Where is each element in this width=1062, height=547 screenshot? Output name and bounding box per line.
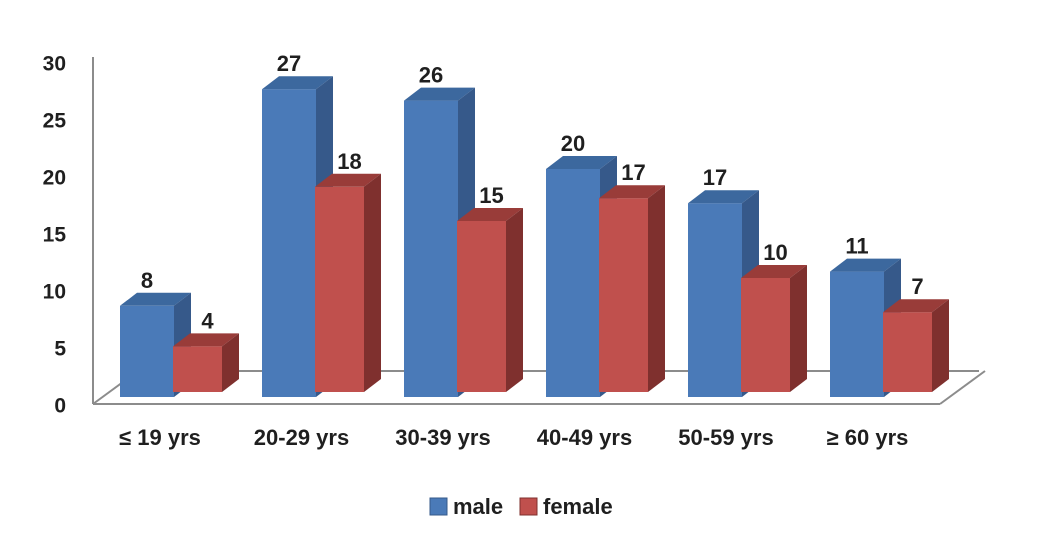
x-category-label: ≤ 19 yrs: [119, 425, 201, 450]
bar-male-4: [688, 203, 742, 397]
bar-male-0: [120, 305, 174, 397]
bar-top-face-male-3: [546, 156, 617, 169]
bar-top-face-male-2: [404, 87, 475, 101]
bar-top-face-female-5: [883, 299, 949, 313]
legend-swatch-female: [519, 497, 538, 516]
bar-top-face-male-0: [120, 292, 191, 306]
x-category-label: 50-59 yrs: [678, 425, 773, 450]
bar-value-label-male-0: 8: [141, 268, 153, 293]
bar-top-face-female-2: [457, 208, 523, 221]
bar-female-5: [883, 312, 932, 392]
bar-top-face-female-0: [173, 333, 239, 347]
x-category-label: 20-29 yrs: [254, 425, 349, 450]
bar-side-face-female-3: [648, 185, 665, 392]
bar-value-label-female-5: 7: [911, 274, 923, 299]
legend-label-female: female: [543, 494, 613, 519]
bar-female-3: [599, 198, 648, 392]
bar-top-face-male-4: [688, 190, 759, 204]
y-tick-label: 0: [54, 395, 66, 418]
x-category-label: 30-39 yrs: [395, 425, 490, 450]
bar-side-face-female-5: [932, 299, 949, 392]
legend-label-male: male: [453, 494, 503, 519]
bar-side-face-female-1: [364, 173, 381, 392]
y-tick-label: 10: [43, 281, 66, 304]
y-tick-label: 30: [43, 53, 66, 76]
bar-value-label-female-2: 15: [479, 183, 503, 208]
y-tick-label: 5: [54, 338, 66, 361]
bar-male-2: [404, 100, 458, 397]
bar-male-1: [262, 89, 316, 397]
y-tick-label: 25: [43, 110, 67, 133]
bar-value-label-male-1: 27: [277, 51, 301, 76]
bar-side-face-female-2: [506, 208, 523, 392]
bar-value-label-male-2: 26: [419, 63, 443, 88]
bar-top-face-male-1: [262, 76, 333, 90]
bar-female-0: [173, 346, 222, 392]
bar-value-label-female-0: 4: [201, 308, 214, 333]
bar-top-face-female-4: [741, 265, 807, 278]
bar-value-label-male-3: 20: [561, 131, 585, 156]
x-category-label: 40-49 yrs: [537, 425, 632, 450]
bar-side-face-female-4: [790, 265, 807, 392]
bar-top-face-male-5: [830, 258, 901, 272]
bar-value-label-male-4: 17: [703, 165, 727, 190]
bar-top-face-female-3: [599, 185, 665, 199]
floor-right-edge: [939, 370, 986, 405]
legend-swatch-male: [429, 497, 448, 516]
bar-value-label-female-3: 17: [621, 160, 645, 185]
bar-male-5: [830, 271, 884, 397]
bar-value-label-female-1: 18: [337, 149, 361, 174]
bar-value-label-male-5: 11: [845, 234, 868, 259]
x-category-label: ≥ 60 yrs: [827, 425, 909, 450]
y-tick-label: 20: [43, 167, 66, 190]
bar-female-4: [741, 278, 790, 392]
bar-female-2: [457, 221, 506, 392]
bar-top-face-female-1: [315, 173, 381, 187]
bar-male-3: [546, 169, 600, 397]
bar-side-face-female-0: [222, 333, 239, 392]
bar-value-label-female-4: 10: [763, 240, 787, 265]
y-tick-label: 15: [43, 224, 67, 247]
bar-female-1: [315, 186, 364, 392]
